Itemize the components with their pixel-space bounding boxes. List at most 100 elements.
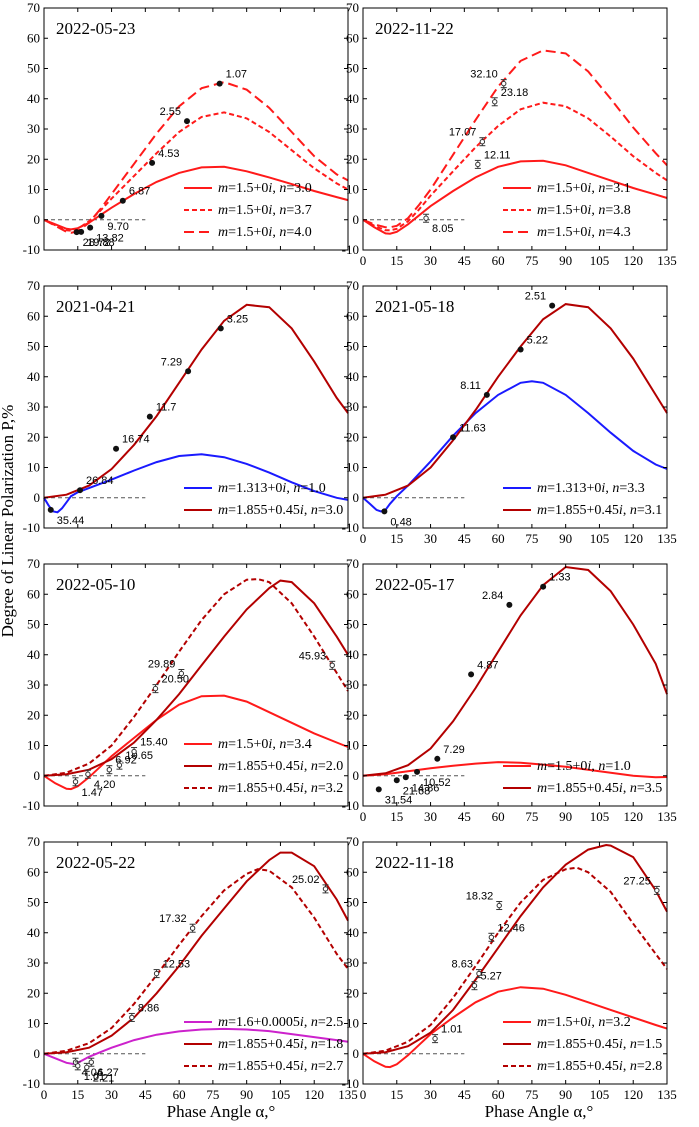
y-tick-label: 30 <box>27 399 40 414</box>
x-tick-label: 30 <box>424 1087 437 1102</box>
point-label: 31.54 <box>385 794 413 806</box>
legend-label: m=1.855+0.45i, n=3.1 <box>537 503 662 518</box>
data-point-open <box>152 685 159 692</box>
y-tick-label: 70 <box>27 834 40 849</box>
y-tick-label: 10 <box>346 460 359 475</box>
legend-label: m=1.855+0.45i, n=2.7 <box>218 1059 343 1074</box>
chart-title: 2022-11-22 <box>375 19 454 38</box>
data-point-open <box>322 886 329 892</box>
y-tick-label: 40 <box>346 925 359 940</box>
chart-title: 2022-05-23 <box>56 19 135 38</box>
data-point <box>402 774 409 781</box>
point-label: 23.18 <box>501 87 529 99</box>
data-point-open <box>479 139 486 145</box>
y-tick-label: 40 <box>27 925 40 940</box>
x-tick-label: 75 <box>525 531 538 546</box>
chart-title: 2022-05-17 <box>375 575 455 594</box>
data-point <box>146 413 153 420</box>
point-label: 10.52 <box>423 777 451 789</box>
point-label: 8.63 <box>452 959 473 971</box>
y-tick-label: 60 <box>27 864 40 879</box>
point-label: 1.01 <box>441 1024 462 1036</box>
x-tick-label: 120 <box>623 531 643 546</box>
data-point-open <box>432 1035 438 1042</box>
legend-label: m=1.855+0.45i, n=1.8 <box>218 1037 343 1052</box>
legend-label: m=1.5+0i, n=4.0 <box>218 225 312 240</box>
point-label: 20.50 <box>161 674 189 686</box>
x-tick-label: 0 <box>41 1087 48 1102</box>
legend-label: m=1.855+0.45i, n=2.8 <box>537 1059 662 1074</box>
y-tick-label: 0 <box>353 490 360 505</box>
x-tick-label: 90 <box>559 531 572 546</box>
series-line-2 <box>43 851 349 1055</box>
y-tick-label: 70 <box>27 556 40 571</box>
point-label: 7.29 <box>443 744 464 756</box>
y-tick-label: 60 <box>346 30 359 45</box>
x-tick-label: 90 <box>559 253 572 268</box>
point-label: 1.47 <box>82 787 103 799</box>
data-point <box>149 159 156 166</box>
point-label: 35.44 <box>57 515 85 527</box>
data-point <box>98 212 105 219</box>
point-label: 27.25 <box>623 875 651 887</box>
chart-panel-4: 0.48 11.63 8.11 5.22 2.51 0 15 30 45 60 75 90 105 120… <box>342 278 677 546</box>
x-axis-label-left: Phase Angle α,° <box>166 1102 276 1121</box>
chart-panel-5: 1.474.206.9210.6515.4020.5029.8945.93-10… <box>23 556 349 813</box>
x-tick-label: 45 <box>458 1087 471 1102</box>
point-label: 7.29 <box>161 356 182 368</box>
point-label: 9.70 <box>107 221 128 233</box>
data-point <box>375 786 382 793</box>
series-line-2 <box>43 111 349 232</box>
data-point <box>381 508 388 515</box>
point-label: 45.93 <box>299 650 327 662</box>
legend-label: m=1.855+0.45i, n=1.5 <box>537 1037 662 1052</box>
x-tick-label: 75 <box>525 809 538 824</box>
data-point-open <box>129 1014 135 1021</box>
y-tick-label: 10 <box>346 738 359 753</box>
x-tick-label: 105 <box>590 531 610 546</box>
data-point-open <box>106 767 113 773</box>
y-tick-label: 50 <box>27 895 40 910</box>
x-tick-label: 45 <box>458 809 471 824</box>
y-tick-label: 50 <box>346 617 359 632</box>
series-line-1 <box>43 1027 349 1066</box>
x-tick-label: 135 <box>338 1087 358 1102</box>
y-tick-label: 30 <box>346 677 359 692</box>
y-tick-label: -10 <box>23 242 40 257</box>
point-label: 5.27 <box>480 971 501 983</box>
x-tick-label: 0 <box>360 809 367 824</box>
y-tick-label: 20 <box>27 707 40 722</box>
data-point <box>393 777 400 784</box>
point-label: 1.07 <box>226 69 247 81</box>
point-label: 5.22 <box>527 335 548 347</box>
y-tick-label: 10 <box>27 1016 40 1031</box>
point-label: 2.51 <box>525 291 546 303</box>
x-tick-label: 75 <box>525 253 538 268</box>
y-tick-label: 0 <box>34 212 41 227</box>
x-tick-label: 90 <box>559 1087 572 1102</box>
legend-label: m=1.313+0i, n=3.3 <box>537 481 645 496</box>
point-label: 17.07 <box>449 127 477 139</box>
chart-panel-8: 1.01 5.27 8.63 12.46 18.32 27.25 0 15 30 45 60 75 90… <box>342 834 677 1102</box>
x-tick-label: 15 <box>390 1087 403 1102</box>
x-tick-label: 75 <box>525 1087 538 1102</box>
data-point-open <box>189 925 196 931</box>
point-label: 12.53 <box>163 959 191 971</box>
y-tick-label: -10 <box>342 520 359 535</box>
point-label: 32.10 <box>470 69 498 81</box>
y-tick-label: 10 <box>27 182 40 197</box>
data-point-open <box>153 970 160 977</box>
y-tick-label: 30 <box>27 677 40 692</box>
series-line-2 <box>362 843 668 1055</box>
legend-label: m=1.313+0i, n=1.0 <box>218 481 326 496</box>
data-point-open <box>471 982 478 989</box>
data-point <box>517 346 524 353</box>
point-label: 2.21 <box>93 1072 114 1084</box>
series-line-2 <box>362 303 668 499</box>
y-tick-label: 60 <box>346 308 359 323</box>
point-label: 18.32 <box>466 891 494 903</box>
x-tick-label: 135 <box>657 531 677 546</box>
